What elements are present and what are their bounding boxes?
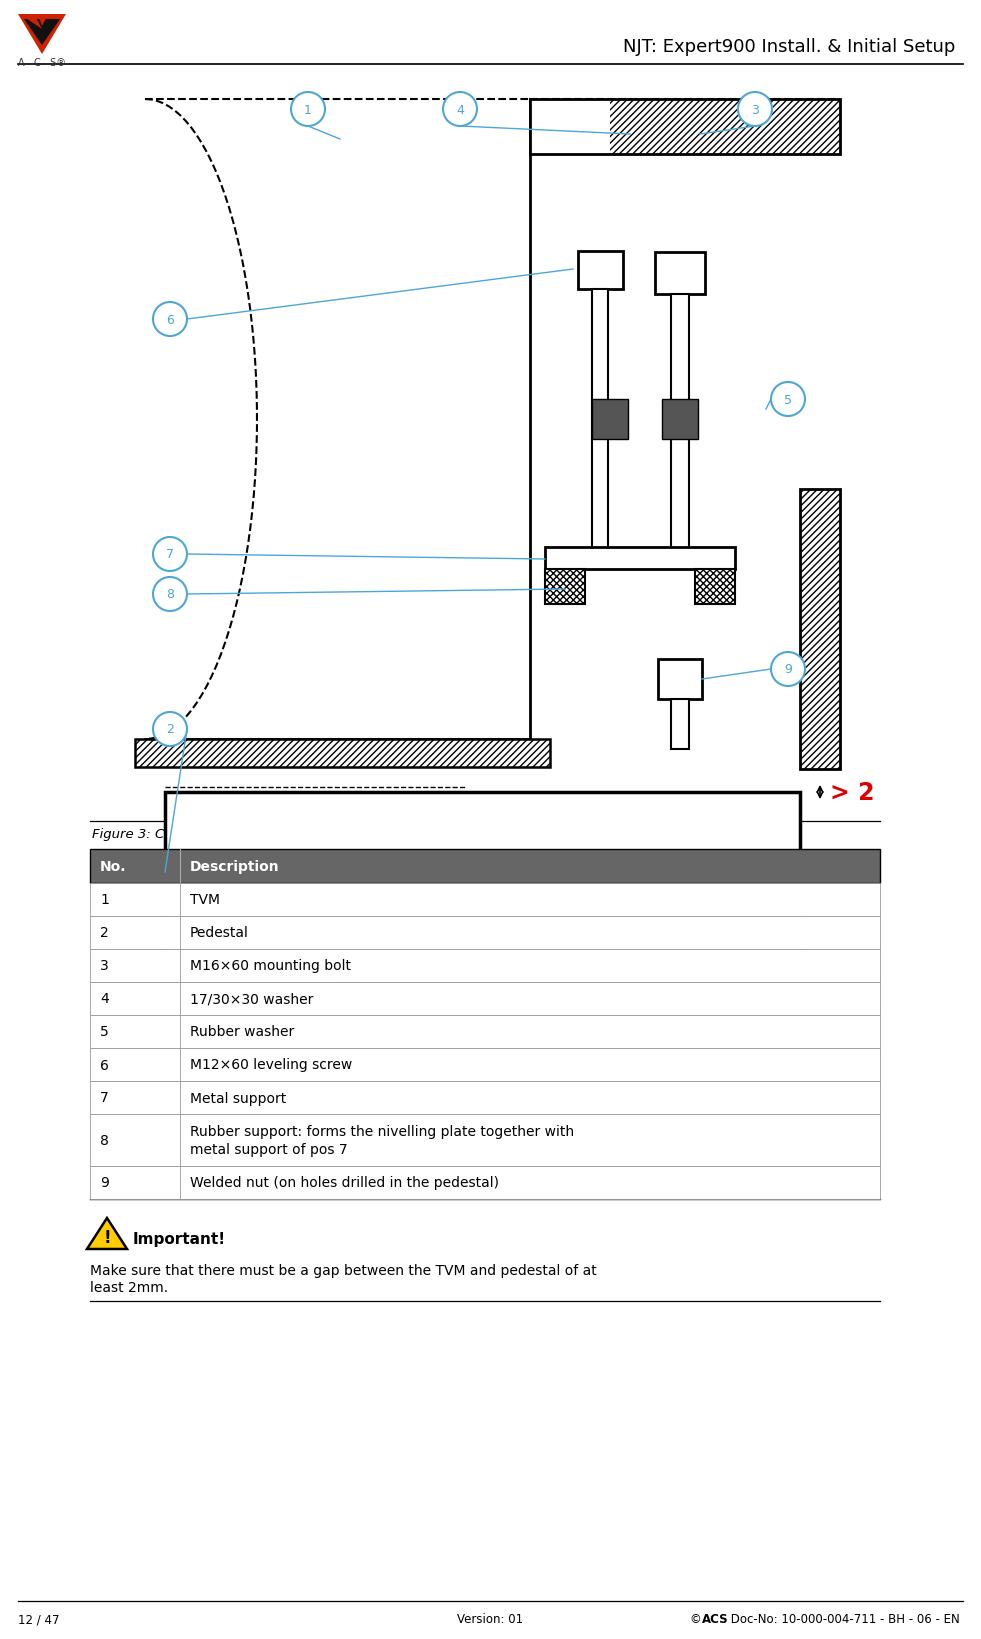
Bar [671,295,689,570]
Text: Doc-No: 10-000-004-711 - BH - 06 - EN: Doc-No: 10-000-004-711 - BH - 06 - EN [727,1613,959,1626]
Text: Metal support: Metal support [190,1092,286,1105]
Bar [90,949,880,982]
Text: 4: 4 [456,103,464,116]
Text: Rubber washer: Rubber washer [190,1024,294,1039]
Text: 6: 6 [100,1057,109,1072]
Text: 17/30×30 washer: 17/30×30 washer [190,992,313,1006]
Text: Figure 3: Cross-section of the Attachment: Figure 3: Cross-section of the Attachmen… [92,828,369,841]
Bar [671,700,689,749]
Bar [545,547,735,570]
Bar [135,739,550,767]
Text: 3: 3 [751,103,759,116]
Text: M16×60 mounting bolt: M16×60 mounting bolt [190,959,351,974]
Bar [90,1082,880,1115]
Circle shape [443,93,477,126]
Text: TVM: TVM [190,893,220,906]
Text: 9: 9 [100,1175,109,1190]
Bar [610,100,840,156]
Bar [800,490,840,770]
Bar [165,793,800,967]
Bar [655,252,705,295]
Bar [530,100,840,156]
Text: Rubber support: forms the nivelling plate together with: Rubber support: forms the nivelling plat… [190,1124,574,1139]
Text: No.: No. [100,859,127,874]
Bar [90,849,880,883]
Circle shape [153,577,187,611]
Text: 5: 5 [100,1024,109,1039]
Bar [592,400,628,439]
Text: 2: 2 [166,723,174,736]
Bar [90,1049,880,1082]
Bar [90,982,880,1016]
Text: 3: 3 [100,959,109,974]
Text: ACS: ACS [702,1613,729,1626]
Text: 12 / 47: 12 / 47 [18,1613,60,1626]
Text: ©: © [690,1613,705,1626]
Polygon shape [24,20,60,46]
Bar [90,1115,880,1167]
Bar [90,1016,880,1049]
Bar [545,570,585,605]
Text: 6: 6 [166,313,174,326]
Polygon shape [38,15,48,26]
Polygon shape [20,15,42,30]
Text: 4: 4 [100,992,109,1006]
Text: M12×60 leveling screw: M12×60 leveling screw [190,1057,352,1072]
Text: Description: Description [190,859,280,874]
Text: least 2mm.: least 2mm. [90,1280,168,1295]
Text: Make sure that there must be a gap between the TVM and pedestal of at: Make sure that there must be a gap betwe… [90,1264,596,1277]
Circle shape [771,652,805,687]
Text: Important!: Important! [133,1233,227,1247]
Text: NJT: Expert900 Install. & Initial Setup: NJT: Expert900 Install. & Initial Setup [623,38,955,56]
Bar [800,490,840,770]
Circle shape [738,93,772,126]
Text: 1: 1 [304,103,312,116]
Text: Pedestal: Pedestal [190,926,249,939]
Polygon shape [18,15,66,56]
Text: A   C   S®: A C S® [18,57,66,67]
Text: Version: 01: Version: 01 [457,1613,523,1626]
Circle shape [153,303,187,336]
Text: Welded nut (on holes drilled in the pedestal): Welded nut (on holes drilled in the pede… [190,1175,499,1190]
Bar [592,290,608,570]
Text: 7: 7 [166,547,174,561]
Bar [90,883,880,916]
Bar [90,1167,880,1200]
Bar [135,739,550,767]
Bar [658,659,702,700]
Circle shape [153,713,187,746]
Text: !: ! [103,1228,111,1246]
Text: 8: 8 [166,588,174,602]
Circle shape [291,93,325,126]
Bar [695,570,735,605]
Text: 5: 5 [784,393,792,406]
Bar [662,400,698,439]
Text: 9: 9 [784,664,792,675]
Circle shape [153,538,187,572]
Text: > 2: > 2 [830,780,874,805]
Text: 8: 8 [100,1133,109,1147]
Text: 2: 2 [100,926,109,939]
Bar [578,252,623,290]
Text: 1: 1 [100,893,109,906]
Text: metal support of pos 7: metal support of pos 7 [190,1142,347,1155]
Polygon shape [87,1218,127,1249]
Bar [90,916,880,949]
Circle shape [771,384,805,416]
Text: 7: 7 [100,1092,109,1105]
